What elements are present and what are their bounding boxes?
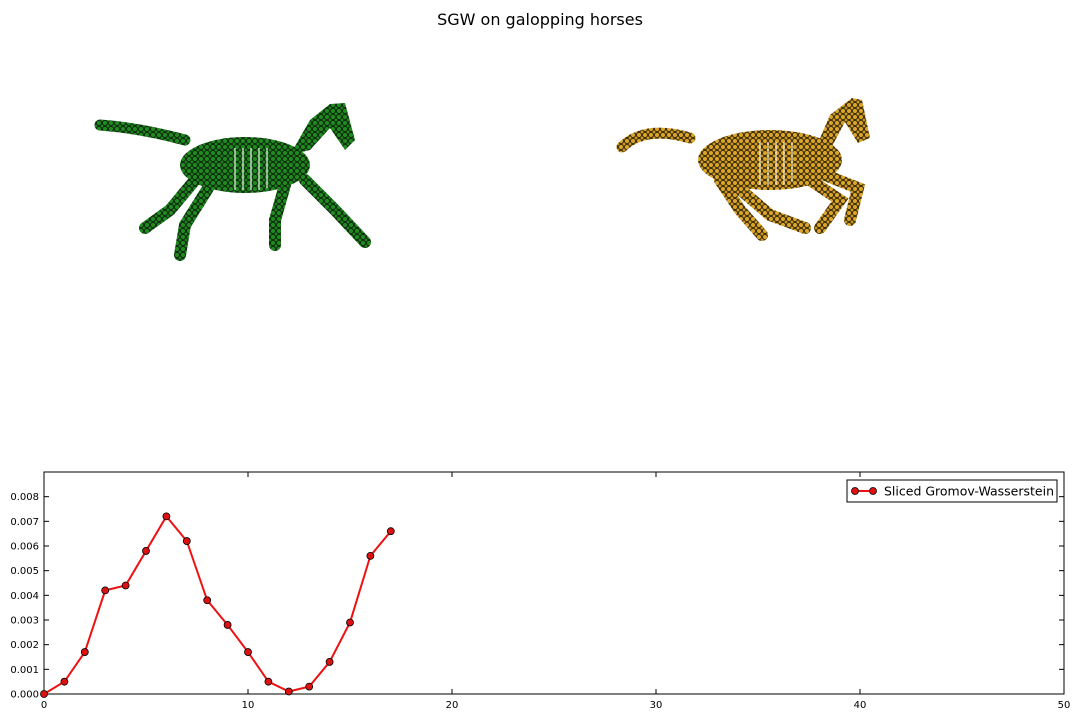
data-point bbox=[264, 677, 273, 686]
horse-scatter-panels bbox=[94, 98, 870, 261]
figure-title: SGW on galopping horses bbox=[437, 10, 643, 29]
plot-frame bbox=[43, 471, 1065, 695]
y-tick-label: 0.000 bbox=[10, 690, 39, 701]
data-point bbox=[325, 658, 334, 666]
y-axis: 0.000 0.001 0.002 0.003 0.004 0.005 0.006 0.007… bbox=[10, 492, 1064, 701]
x-axis: 0 10 20 30 40 50 bbox=[41, 472, 1071, 711]
data-point bbox=[223, 621, 232, 629]
y-tick-label: 0.002 bbox=[10, 640, 39, 651]
data-point bbox=[244, 648, 252, 656]
data-point bbox=[60, 677, 69, 686]
x-tick-label: 50 bbox=[1058, 700, 1071, 711]
y-tick-label: 0.005 bbox=[10, 566, 39, 577]
y-tick-label: 0.007 bbox=[10, 517, 39, 528]
x-tick-label: 20 bbox=[446, 700, 459, 711]
series-layer bbox=[40, 512, 395, 698]
horse-right bbox=[616, 98, 870, 241]
data-point bbox=[284, 687, 293, 696]
data-point bbox=[346, 618, 354, 627]
y-tick-label: 0.001 bbox=[10, 665, 39, 676]
y-tick-label: 0.006 bbox=[10, 542, 39, 553]
x-tick-label: 10 bbox=[242, 700, 255, 711]
data-point bbox=[142, 547, 150, 555]
x-tick-label: 40 bbox=[854, 700, 867, 711]
y-tick-label: 0.008 bbox=[10, 492, 39, 503]
data-point bbox=[40, 690, 48, 698]
x-tick-label: 30 bbox=[650, 700, 663, 711]
data-point bbox=[80, 648, 89, 656]
legend-marker bbox=[851, 487, 859, 495]
x-tick-label: 0 bbox=[41, 700, 47, 711]
y-tick-label: 0.004 bbox=[10, 591, 39, 602]
data-point bbox=[305, 682, 314, 691]
legend-box bbox=[846, 479, 1058, 503]
legend-marker bbox=[869, 487, 877, 495]
legend-label: Sliced Gromov-Wasserstein bbox=[884, 484, 1054, 499]
data-point bbox=[121, 581, 130, 590]
data-point bbox=[162, 512, 171, 521]
legend: Sliced Gromov-Wasserstein bbox=[846, 479, 1058, 503]
data-point bbox=[203, 596, 212, 605]
data-point bbox=[101, 586, 110, 595]
data-point bbox=[366, 551, 375, 560]
y-tick-label: 0.003 bbox=[10, 616, 39, 627]
horse-left bbox=[94, 103, 371, 261]
series-line bbox=[43, 514, 392, 695]
data-point bbox=[386, 527, 395, 536]
data-point bbox=[182, 537, 191, 545]
